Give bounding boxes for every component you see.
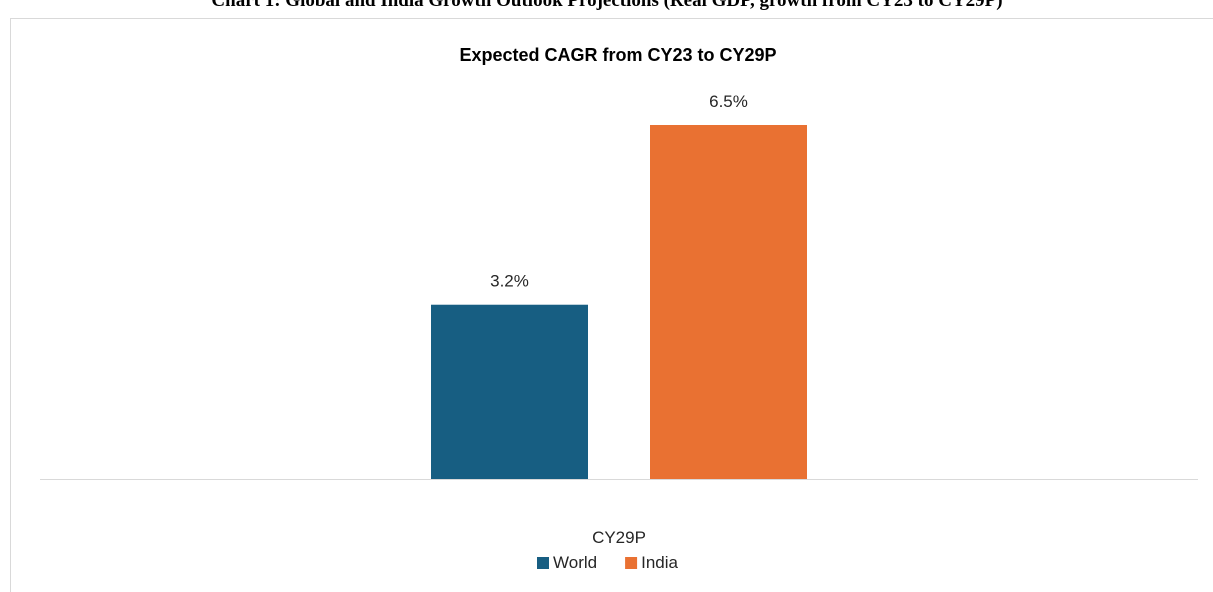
legend-label: India — [641, 553, 678, 572]
chart-title: Expected CAGR from CY23 to CY29P — [459, 45, 776, 65]
data-label: 3.2% — [490, 272, 529, 291]
data-label: 6.5% — [709, 92, 748, 111]
legend-swatch — [625, 557, 638, 569]
bar — [650, 125, 807, 479]
legend-label: World — [553, 553, 597, 572]
x-tick-label: CY29P — [592, 528, 646, 547]
caption: Chart 1: Global and India Growth Outlook… — [211, 0, 1002, 11]
legend-swatch — [537, 557, 549, 569]
chart-border — [10, 18, 1213, 592]
bar — [431, 304, 588, 479]
